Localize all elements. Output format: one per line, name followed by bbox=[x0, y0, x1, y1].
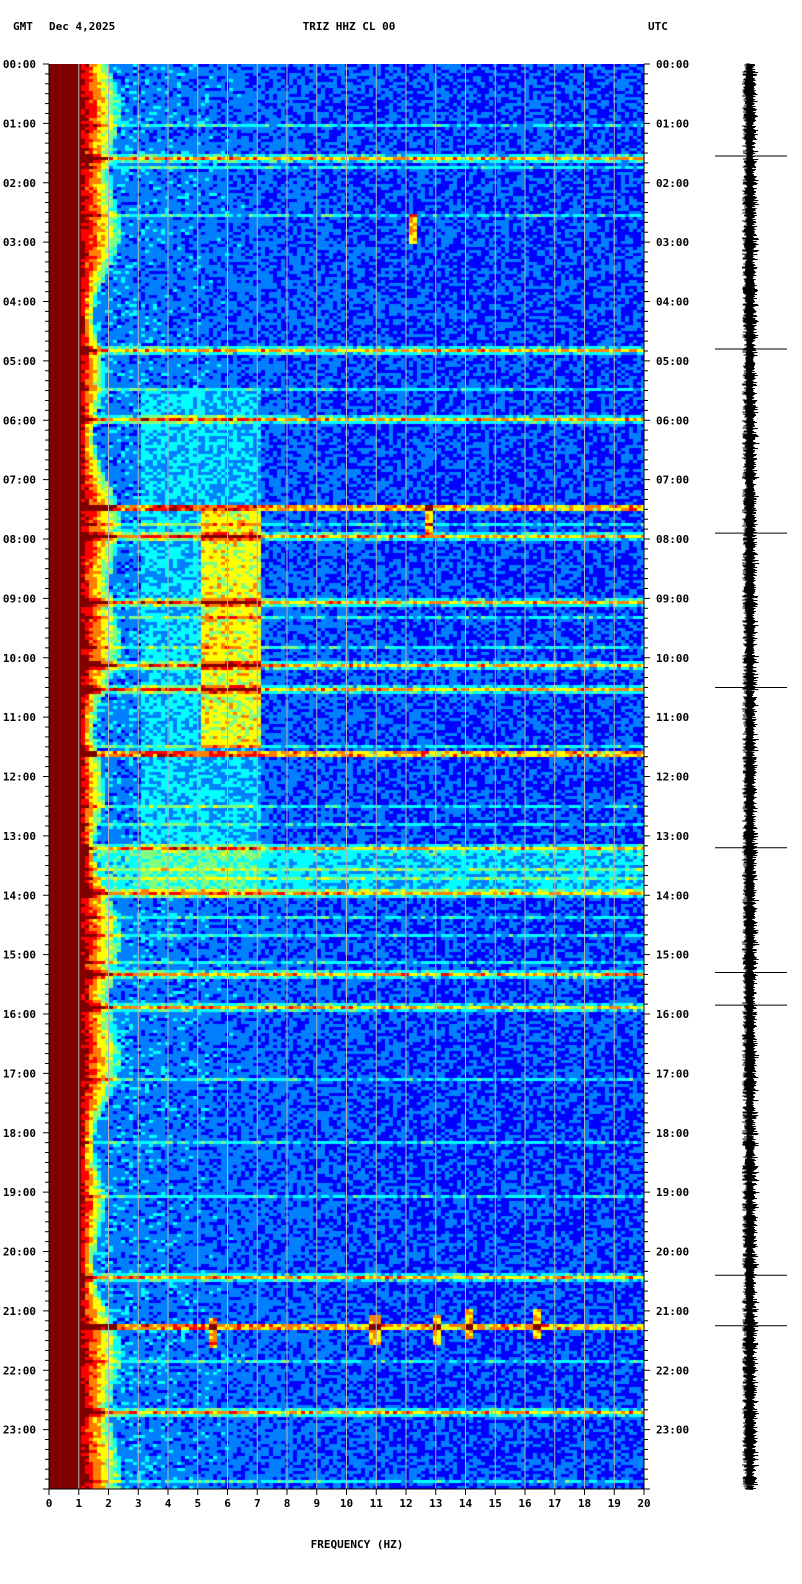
time-tick-label: 14:00 bbox=[3, 889, 36, 902]
time-tick-label: 10:00 bbox=[656, 652, 689, 665]
time-tick-label: 17:00 bbox=[3, 1067, 36, 1080]
time-tick-label: 02:00 bbox=[3, 177, 36, 190]
frequency-tick-label: 1 bbox=[75, 1497, 82, 1510]
frequency-tick-label: 12 bbox=[399, 1497, 412, 1510]
frequency-tick-label: 8 bbox=[284, 1497, 291, 1510]
time-tick-label: 23:00 bbox=[3, 1424, 36, 1437]
frequency-tick-label: 9 bbox=[313, 1497, 320, 1510]
header-station: TRIZ HHZ CL 00 bbox=[303, 20, 396, 33]
frequency-tick-label: 3 bbox=[135, 1497, 142, 1510]
time-tick-label: 15:00 bbox=[656, 949, 689, 962]
time-tick-label: 09:00 bbox=[656, 592, 689, 605]
frequency-tick-label: 15 bbox=[489, 1497, 502, 1510]
seismogram-trace bbox=[715, 63, 787, 1490]
time-tick-label: 12:00 bbox=[3, 771, 36, 784]
time-tick-label: 08:00 bbox=[3, 533, 36, 546]
time-tick-label: 20:00 bbox=[656, 1246, 689, 1259]
time-tick-label: 05:00 bbox=[3, 355, 36, 368]
time-tick-label: 19:00 bbox=[3, 1186, 36, 1199]
time-tick-label: 23:00 bbox=[656, 1424, 689, 1437]
frequency-tick-label: 4 bbox=[165, 1497, 172, 1510]
frequency-tick-label: 2 bbox=[105, 1497, 112, 1510]
time-tick-label: 13:00 bbox=[3, 830, 36, 843]
time-tick-label: 06:00 bbox=[3, 414, 36, 427]
time-tick-label: 09:00 bbox=[3, 592, 36, 605]
time-tick-label: 16:00 bbox=[656, 1008, 689, 1021]
time-tick-label: 08:00 bbox=[656, 533, 689, 546]
time-axis-left: 00:00 01:00 02:00 03:00 04:00 05:00 06:00 07:00… bbox=[3, 58, 50, 1490]
frequency-gridlines bbox=[78, 64, 615, 1489]
frequency-tick-label: 0 bbox=[46, 1497, 53, 1510]
time-tick-label: 22:00 bbox=[656, 1364, 689, 1377]
time-tick-label: 11:00 bbox=[3, 711, 36, 724]
x-axis-label: FREQUENCY (HZ) bbox=[311, 1538, 404, 1551]
time-tick-label: 01:00 bbox=[656, 117, 689, 130]
time-tick-label: 19:00 bbox=[656, 1186, 689, 1199]
frequency-tick-label: 10 bbox=[340, 1497, 353, 1510]
frequency-tick-label: 20 bbox=[637, 1497, 650, 1510]
time-tick-label: 03:00 bbox=[656, 236, 689, 249]
time-tick-label: 02:00 bbox=[656, 177, 689, 190]
time-tick-label: 07:00 bbox=[656, 474, 689, 487]
time-tick-label: 00:00 bbox=[3, 58, 36, 71]
seismogram-line bbox=[741, 63, 760, 1490]
frequency-tick-label: 17 bbox=[548, 1497, 561, 1510]
frequency-tick-label: 7 bbox=[254, 1497, 261, 1510]
time-tick-label: 00:00 bbox=[656, 58, 689, 71]
time-tick-label: 18:00 bbox=[3, 1127, 36, 1140]
header-date: Dec 4,2025 bbox=[49, 20, 115, 33]
header-timezone-right: UTC bbox=[648, 20, 668, 33]
time-tick-label: 15:00 bbox=[3, 949, 36, 962]
time-tick-label: 21:00 bbox=[3, 1305, 36, 1318]
frequency-axis: 0 1 2 3 4 5 6 7 8 9 10 11 12 13 14 15 16 17 18 19 20 bbox=[46, 1488, 651, 1510]
time-tick-label: 14:00 bbox=[656, 889, 689, 902]
time-tick-label: 22:00 bbox=[3, 1364, 36, 1377]
time-tick-label: 11:00 bbox=[656, 711, 689, 724]
time-tick-label: 06:00 bbox=[656, 414, 689, 427]
time-tick-label: 10:00 bbox=[3, 652, 36, 665]
time-tick-label: 05:00 bbox=[656, 355, 689, 368]
time-tick-label: 13:00 bbox=[656, 830, 689, 843]
time-tick-label: 04:00 bbox=[656, 296, 689, 309]
header-timezone-left: GMT bbox=[13, 20, 33, 33]
frequency-tick-label: 6 bbox=[224, 1497, 231, 1510]
frequency-tick-label: 11 bbox=[370, 1497, 384, 1510]
time-tick-label: 16:00 bbox=[3, 1008, 36, 1021]
time-tick-label: 12:00 bbox=[656, 771, 689, 784]
time-tick-label: 17:00 bbox=[656, 1067, 689, 1080]
frequency-tick-label: 14 bbox=[459, 1497, 473, 1510]
frequency-tick-label: 5 bbox=[194, 1497, 201, 1510]
time-tick-label: 20:00 bbox=[3, 1246, 36, 1259]
time-tick-label: 07:00 bbox=[3, 474, 36, 487]
time-tick-label: 18:00 bbox=[656, 1127, 689, 1140]
time-tick-label: 04:00 bbox=[3, 296, 36, 309]
time-axis-right: 00:00 01:00 02:00 03:00 04:00 05:00 06:00 07:00… bbox=[643, 58, 689, 1490]
time-tick-label: 03:00 bbox=[3, 236, 36, 249]
frequency-tick-label: 18 bbox=[578, 1497, 591, 1510]
frequency-tick-label: 13 bbox=[429, 1497, 442, 1510]
frequency-tick-label: 16 bbox=[518, 1497, 532, 1510]
time-tick-label: 01:00 bbox=[3, 117, 36, 130]
time-tick-label: 21:00 bbox=[656, 1305, 689, 1318]
frequency-tick-label: 19 bbox=[608, 1497, 621, 1510]
